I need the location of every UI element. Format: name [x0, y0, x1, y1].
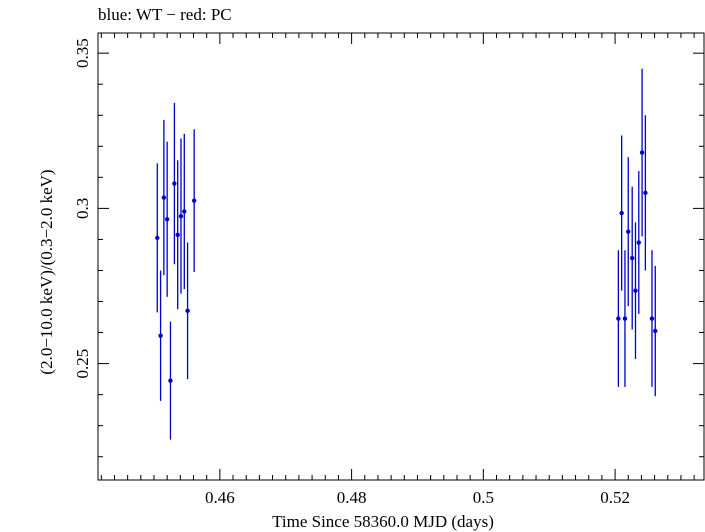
- data-point-0-15: [630, 255, 635, 261]
- data-points: [155, 68, 658, 440]
- data-point-0-20: [649, 316, 655, 321]
- data-point-0-3: [164, 217, 170, 222]
- data-point-0-16: [633, 288, 638, 293]
- x-tick-label-0: 0.46: [205, 488, 235, 507]
- data-point-0-14: [626, 229, 631, 234]
- data-point-0-7: [178, 213, 184, 219]
- chart-title: blue: WT − red: PC: [98, 5, 232, 24]
- plot-frame: [97, 32, 705, 481]
- data-point-0-2: [161, 195, 167, 200]
- data-point-0-4: [168, 378, 173, 383]
- data-point-0-9: [185, 308, 190, 314]
- y-tick-label-1: 0.3: [73, 198, 92, 219]
- data-point-0-17: [636, 240, 641, 245]
- tick-labels: 0.46 0.48 0.5 0.52 0.25 0.3 0.35: [73, 38, 630, 507]
- x-tick-label-1: 0.48: [337, 488, 367, 507]
- data-point-0-13: [622, 316, 628, 321]
- y-tick-label-0: 0.25: [73, 349, 92, 379]
- y-tick-label-2: 0.35: [73, 38, 92, 68]
- data-point-0-0: [155, 235, 160, 241]
- x-tick-label-2: 0.5: [473, 488, 494, 507]
- axis-ticks: [98, 33, 704, 480]
- x-axis-label: Time Since 58360.0 MJD (days): [272, 512, 494, 531]
- data-point-0-5: [172, 181, 177, 186]
- data-point-0-6: [175, 232, 180, 237]
- data-point-0-8: [182, 209, 187, 214]
- data-point-0-19: [643, 190, 648, 196]
- data-point-0-21: [653, 328, 658, 334]
- data-point-0-10: [191, 198, 197, 203]
- data-point-0-18: [639, 150, 645, 155]
- data-point-0-11: [616, 316, 621, 321]
- data-point-0-12: [619, 210, 624, 216]
- y-axis-label: (2.0−10.0 keV)/(0.3−2.0 keV): [37, 169, 56, 374]
- x-tick-label-3: 0.52: [600, 488, 630, 507]
- data-point-0-1: [158, 333, 163, 338]
